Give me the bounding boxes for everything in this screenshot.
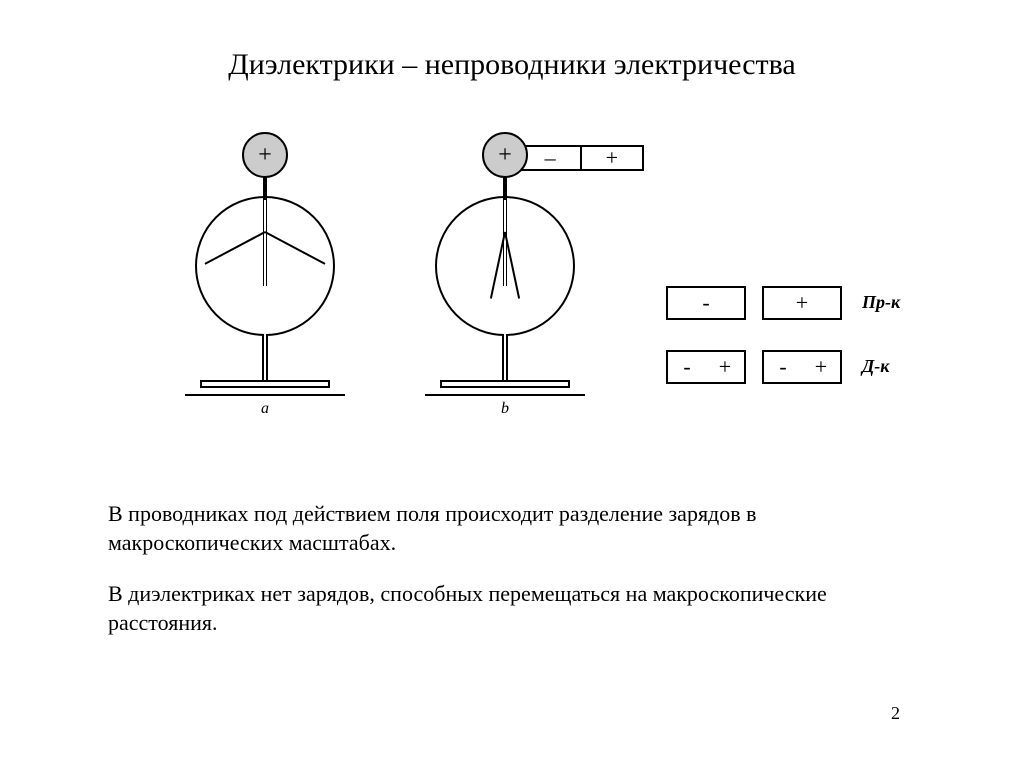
- electroscope-b-base-top: [440, 380, 570, 388]
- dielectric-2-negative: -: [764, 352, 802, 382]
- conductor-positive: +: [764, 288, 840, 318]
- page-title: Диэлектрики – непроводники электричества: [0, 0, 1024, 82]
- dielectric-label: Д-к: [862, 356, 889, 377]
- electroscope-a-base-bottom: [185, 394, 345, 396]
- charged-rod-box: – +: [518, 145, 644, 171]
- dielectric-2-positive: +: [802, 352, 840, 382]
- dielectric-1-positive: +: [706, 352, 744, 382]
- electroscope-b-base-bottom: [425, 394, 585, 396]
- electroscope-a-stem: [262, 334, 268, 382]
- electroscope-b-ball: +: [482, 132, 528, 178]
- charged-rod-positive: +: [582, 147, 642, 169]
- dielectric-1-negative: -: [668, 352, 706, 382]
- electroscope-b-stem: [502, 334, 508, 382]
- paragraph-conductors: В проводниках под действием поля происхо…: [108, 500, 888, 557]
- dielectric-box-1: - +: [666, 350, 746, 384]
- conductor-negative: -: [668, 288, 744, 318]
- electroscope-a-center-rod: [263, 196, 267, 286]
- electroscope-a-base-top: [200, 380, 330, 388]
- electroscope-b-label: b: [501, 400, 509, 418]
- page-number: 2: [891, 703, 900, 724]
- conductor-left-box: -: [666, 286, 746, 320]
- dielectric-box-2: - +: [762, 350, 842, 384]
- paragraph-dielectrics: В диэлектриках нет зарядов, способных пе…: [108, 580, 888, 637]
- plus-icon: +: [258, 142, 272, 169]
- conductor-right-box: +: [762, 286, 842, 320]
- charged-rod-negative: –: [520, 147, 580, 169]
- plus-icon: +: [498, 142, 512, 169]
- conductor-label: Пр-к: [862, 292, 900, 313]
- electroscope-a-ball: +: [242, 132, 288, 178]
- electroscope-a-label: a: [261, 400, 269, 418]
